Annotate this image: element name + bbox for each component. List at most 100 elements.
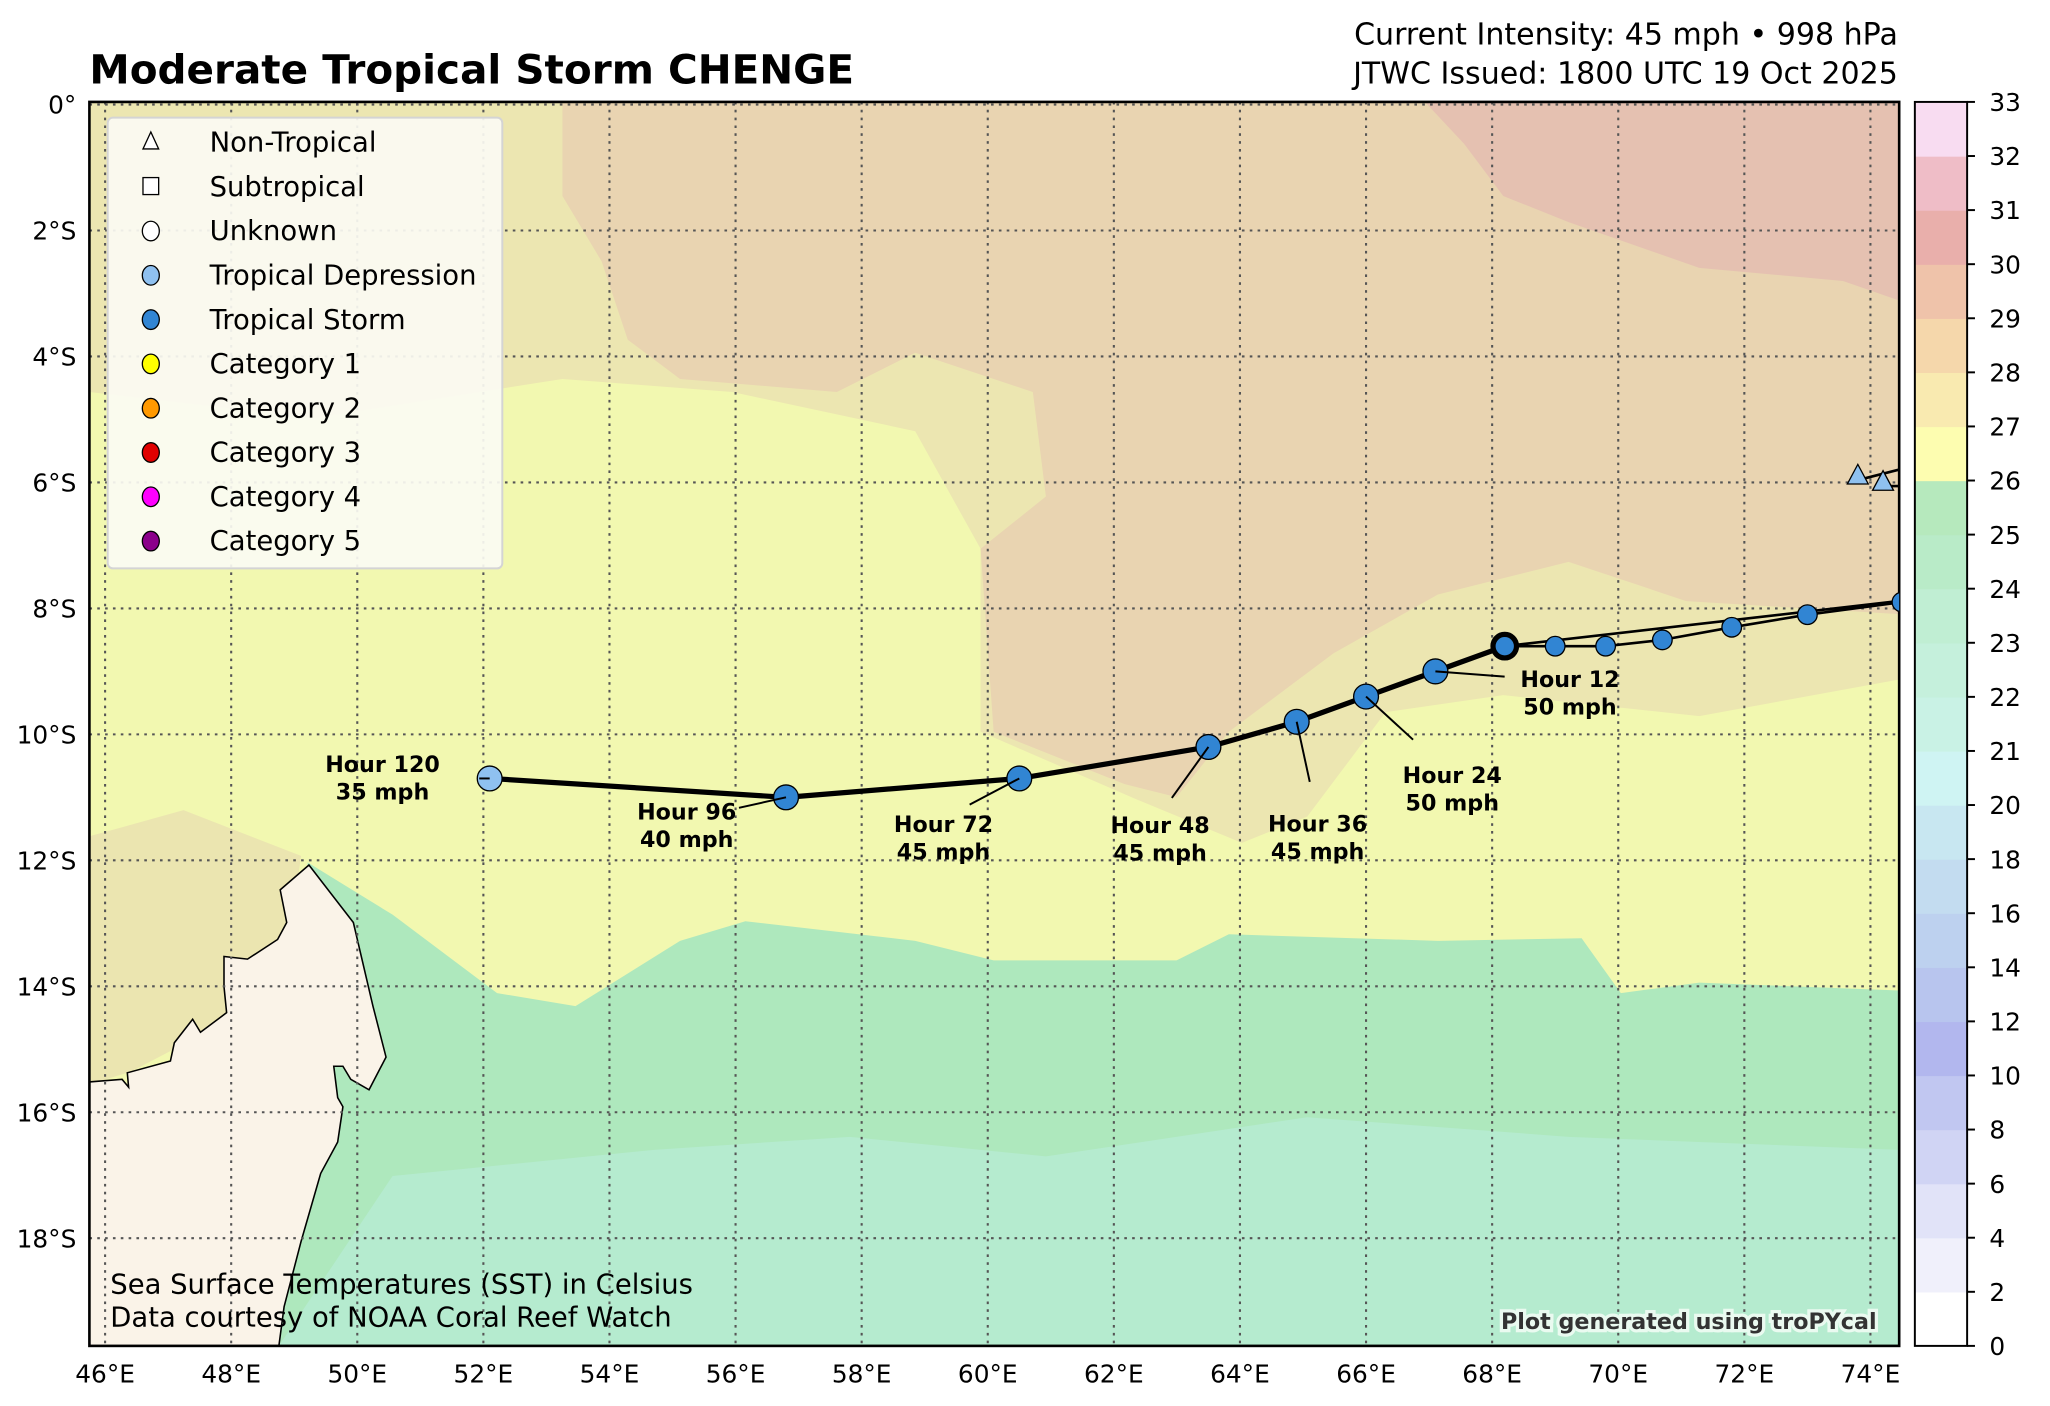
past-position-marker	[1796, 604, 1818, 626]
colorbar-tick-label: 33	[1989, 88, 2021, 117]
past-position-marker	[1595, 635, 1617, 657]
colorbar-band	[1914, 1075, 1968, 1131]
sst-west-region	[89, 810, 302, 1085]
colorbar-band	[1914, 264, 1968, 319]
colorbar-tick-label: 21	[1989, 737, 2021, 766]
legend-circle-icon	[141, 220, 160, 242]
colorbar-band	[1914, 210, 1968, 265]
sst-caption: Sea Surface Temperatures (SST) in Celsiu…	[110, 1270, 693, 1301]
lon-tick-label: 52°E	[454, 1359, 514, 1388]
colorbar-band	[1914, 696, 1968, 752]
non-tropical-triangle-marker	[1871, 469, 1895, 491]
sst-26-27-region	[89, 378, 1900, 1085]
colorbar-tick-label: 2	[1989, 1278, 2005, 1307]
forecast-wind-label: 50 mph	[1406, 790, 1499, 816]
colorbar-band	[1914, 967, 1968, 1023]
colorbar-band	[1914, 1021, 1968, 1077]
colorbar-tick-label: 8	[1989, 1116, 2005, 1145]
colorbar-band	[1914, 480, 1968, 536]
sst-28-29-region	[562, 101, 1900, 798]
lon-tick-label: 54°E	[580, 1359, 640, 1388]
forecast-hour-label: Hour 12	[1520, 667, 1619, 693]
label-leader-line	[738, 796, 787, 809]
forecast-wind-label: 50 mph	[1523, 694, 1616, 720]
label-leader-line	[1295, 721, 1311, 783]
legend: Non-Tropical Subtropical Unknown Tropical D…	[106, 116, 504, 570]
colorbar-band	[1914, 101, 1968, 157]
legend-label: Tropical Storm	[209, 305, 406, 336]
colorbar-band	[1914, 318, 1968, 374]
sst-23-24-region	[278, 1117, 1900, 1346]
label-leader-line	[969, 777, 1020, 806]
legend-label: Category 2	[210, 393, 362, 424]
lat-tick-label: 2°S	[32, 217, 76, 246]
legend-circle-icon	[141, 353, 160, 375]
colorbar-band	[1914, 426, 1968, 482]
legend-circle-icon	[141, 309, 160, 331]
forecast-hour-label: Hour 36	[1268, 812, 1367, 838]
lon-tick-label: 70°E	[1588, 1359, 1648, 1388]
legend-label: Category 3	[210, 438, 362, 469]
colorbar-band	[1914, 1129, 1968, 1185]
lon-tick-label: 56°E	[706, 1359, 766, 1388]
legend-label: Category 4	[210, 482, 362, 513]
colorbar-band	[1914, 859, 1968, 914]
colorbar-tick-label: 30	[1989, 250, 2021, 279]
colorbar-tick-label: 10	[1989, 1062, 2021, 1091]
label-leader-line	[1171, 746, 1210, 799]
lon-tick-label: 58°E	[832, 1359, 892, 1388]
lat-tick-label: 12°S	[17, 846, 77, 875]
colorbar-tick-label: 14	[1989, 953, 2021, 982]
label-leader-line	[1435, 670, 1505, 678]
graticule	[89, 101, 1900, 1346]
colorbar-tick-label: 23	[1989, 629, 2021, 658]
plot-frame	[88, 100, 1901, 1348]
legend-circle-icon	[141, 530, 160, 552]
madagascar-landmass	[89, 863, 387, 1346]
colorbar-band	[1914, 805, 1968, 860]
colorbar-tick-label: 4	[1989, 1224, 2005, 1253]
legend-circle-icon	[141, 486, 160, 508]
lat-tick-label: 16°S	[17, 1098, 77, 1127]
forecast-hour-label: Hour 24	[1403, 763, 1502, 789]
colorbar-tick-label: 26	[1989, 467, 2021, 496]
past-position-marker	[1651, 629, 1673, 651]
forecast-hour-label: Hour 96	[637, 800, 736, 826]
colorbar-band	[1914, 372, 1968, 428]
colorbar-tick-label: 25	[1989, 521, 2021, 550]
lat-tick-label: 18°S	[17, 1224, 77, 1253]
label-leader-line	[1365, 695, 1414, 741]
forecast-wind-label: 45 mph	[1113, 841, 1206, 867]
colorbar-band	[1914, 642, 1968, 698]
legend-label: Category 1	[210, 349, 362, 380]
forecast-hour-label: Hour 72	[894, 812, 993, 838]
colorbar-band	[1914, 156, 1968, 211]
colorbar-frame	[1913, 100, 1969, 1347]
legend-circle-icon	[141, 397, 160, 419]
past-position-marker	[1721, 616, 1743, 638]
lon-tick-label: 48°E	[201, 1359, 261, 1388]
legend-label: Subtropical	[210, 172, 365, 203]
colorbar-tick-label: 16	[1989, 899, 2021, 928]
lon-tick-label: 68°E	[1462, 1359, 1522, 1388]
lat-tick-label: 8°S	[32, 595, 76, 624]
colorbar-tick-label: 18	[1989, 845, 2021, 874]
colorbar-tick-label: 12	[1989, 1008, 2021, 1037]
colorbar-tick-label: 31	[1989, 196, 2021, 225]
colorbar-tick-label: 0	[1989, 1332, 2005, 1361]
current-intensity: Current Intensity: 45 mph • 998 hPa	[1354, 17, 1898, 52]
colorbar-band	[1914, 1237, 1968, 1293]
lon-tick-label: 60°E	[958, 1359, 1018, 1388]
lon-tick-label: 46°E	[75, 1359, 135, 1388]
colorbar-band	[1914, 1183, 1968, 1239]
legend-circle-icon	[141, 264, 160, 286]
sst-colorbar: 0246810121416182021222324252627282930313…	[1913, 88, 2021, 1361]
legend-label: Unknown	[210, 216, 337, 247]
colorbar-band	[1914, 913, 1968, 968]
sst-29-30-region	[1424, 101, 1900, 301]
sst-field	[89, 101, 1900, 1346]
colorbar-tick-label: 29	[1989, 304, 2021, 333]
past-track-line	[1859, 468, 1900, 481]
page-title: Moderate Tropical Storm CHENGE	[89, 46, 854, 94]
